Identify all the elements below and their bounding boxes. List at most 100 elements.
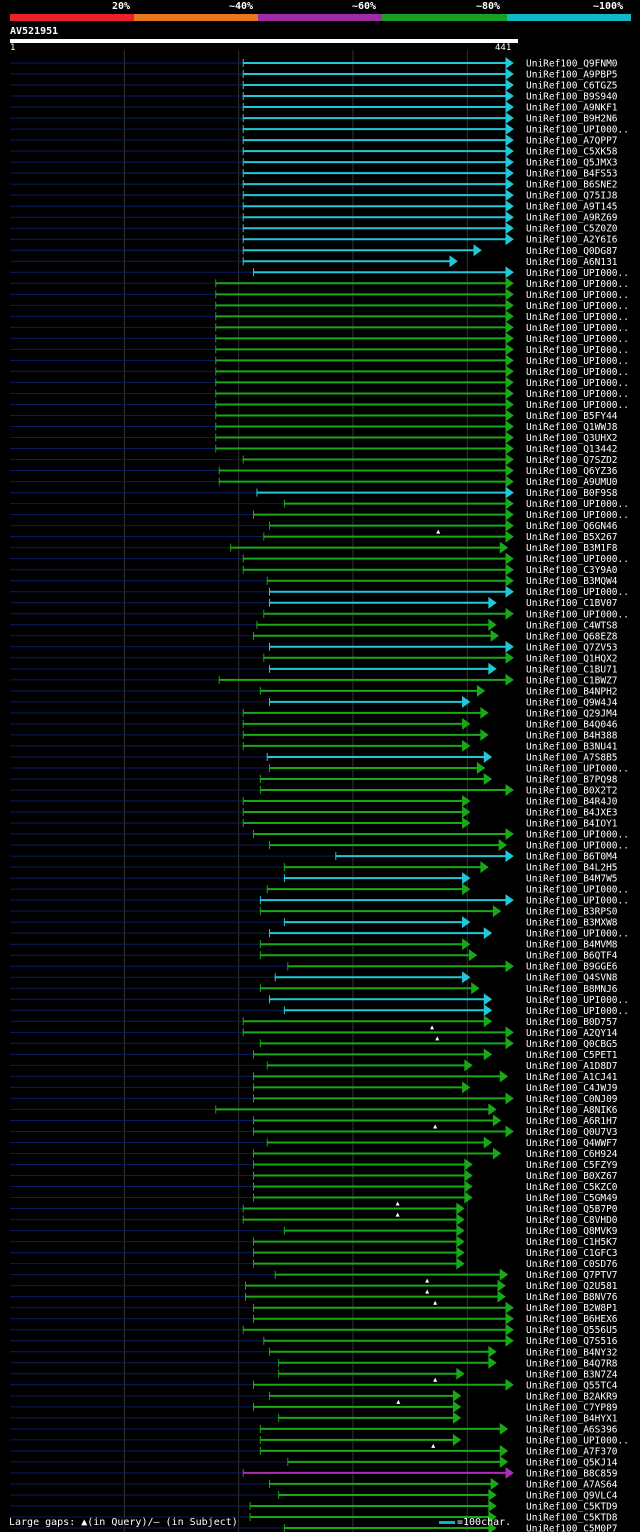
hit-label: UniRef100_UPI000.. xyxy=(526,345,629,356)
hit-arrowhead xyxy=(462,883,471,896)
hit-label: UniRef100_B4FS53 xyxy=(526,169,618,180)
hit-label: UniRef100_C0SD76 xyxy=(526,1259,618,1270)
footer-scale-text: =100char. xyxy=(457,1517,512,1528)
hit-label: UniRef100_A9RZ69 xyxy=(526,213,618,224)
hit-arrowhead xyxy=(505,365,514,378)
hit-arrowhead xyxy=(480,861,489,874)
hit-arrowhead xyxy=(462,971,471,984)
hit-arrowhead xyxy=(488,1499,497,1512)
hit-arrowhead xyxy=(456,1224,465,1237)
hit-arrowhead xyxy=(480,728,489,741)
hit-arrowhead xyxy=(505,1466,514,1479)
hit-arrowhead xyxy=(505,960,514,973)
hit-arrowhead xyxy=(505,200,514,213)
query-gap-marker xyxy=(395,1212,400,1217)
hit-label: UniRef100_B4NPH2 xyxy=(526,686,618,697)
hit-label: UniRef100_C4JWJ9 xyxy=(526,1083,618,1094)
hit-label: UniRef100_A9NKF1 xyxy=(526,103,618,114)
hit-label: UniRef100_B0X2T2 xyxy=(526,785,618,796)
hit-arrowhead xyxy=(505,1026,514,1039)
hit-label: UniRef100_C5KTD8 xyxy=(526,1512,618,1523)
hit-arrowhead xyxy=(505,409,514,422)
hit-arrowhead xyxy=(483,1004,493,1017)
hit-label: UniRef100_Q556U5 xyxy=(526,1325,618,1336)
hit-arrowhead xyxy=(488,1488,497,1501)
hit-label: UniRef100_A8NIK6 xyxy=(526,1105,618,1116)
hit-label: UniRef100_Q9VLC4 xyxy=(526,1490,618,1501)
hit-arrowhead xyxy=(499,1070,509,1083)
hit-label: UniRef100_UPI000.. xyxy=(526,301,629,312)
hit-label: UniRef100_B4H388 xyxy=(526,730,618,741)
hit-arrowhead xyxy=(488,1103,497,1116)
hit-label: UniRef100_B3NU41 xyxy=(526,741,618,752)
hit-label: UniRef100_C7YP89 xyxy=(526,1402,618,1413)
hit-arrowhead xyxy=(462,916,471,929)
hit-arrowhead xyxy=(505,453,514,466)
hit-arrowhead xyxy=(505,486,514,499)
hit-arrowhead xyxy=(505,1125,514,1138)
hit-arrowhead xyxy=(505,134,514,147)
hit-arrowhead xyxy=(505,607,514,620)
hit-label: UniRef100_A1D8D7 xyxy=(526,1061,618,1072)
hit-label: UniRef100_Q68EZ8 xyxy=(526,631,618,642)
hit-label: UniRef100_Q9FNM0 xyxy=(526,59,618,70)
query-title: AV521951 xyxy=(10,26,59,37)
hit-arrowhead xyxy=(488,618,497,631)
hit-arrowhead xyxy=(505,784,514,796)
query-gap-marker xyxy=(433,1300,438,1305)
hit-arrowhead xyxy=(505,156,514,169)
hit-label: UniRef100_Q4SVN8 xyxy=(526,973,618,984)
hit-label: UniRef100_UPI000.. xyxy=(526,1435,629,1446)
hit-label: UniRef100_UPI000.. xyxy=(526,367,629,378)
hit-arrowhead xyxy=(462,938,471,951)
color-seg-red xyxy=(10,14,134,21)
query-gap-marker xyxy=(425,1289,430,1294)
hit-arrowhead xyxy=(505,497,514,510)
hit-arrowhead xyxy=(505,1092,514,1105)
query-gap-marker xyxy=(430,1025,435,1030)
hit-label: UniRef100_A7QPP7 xyxy=(526,136,618,147)
hit-arrowhead xyxy=(505,1323,514,1336)
hit-arrowhead xyxy=(505,299,514,312)
hit-arrowhead xyxy=(483,927,493,940)
hit-label: UniRef100_B6T0M4 xyxy=(526,852,618,863)
color-seg-cyan xyxy=(507,14,631,21)
hit-arrowhead xyxy=(505,376,514,389)
hit-arrowhead xyxy=(452,1411,462,1424)
hit-arrowhead xyxy=(483,993,493,1006)
hit-arrowhead xyxy=(490,1477,499,1490)
hit-label: UniRef100_C6H924 xyxy=(526,1149,618,1160)
hit-arrowhead xyxy=(505,552,514,565)
hit-arrowhead xyxy=(505,211,514,224)
hit-arrowhead xyxy=(488,662,497,675)
ruler-start: 1 xyxy=(10,43,16,53)
identity-scale-labels: 20% ~40% ~60% ~80% ~100% xyxy=(0,0,640,14)
hit-arrowhead xyxy=(490,629,499,642)
hit-label: UniRef100_Q55TC4 xyxy=(526,1380,618,1391)
hit-label: UniRef100_Q7S516 xyxy=(526,1336,618,1347)
hit-label: UniRef100_UPI000.. xyxy=(526,885,629,896)
hit-label: UniRef100_UPI000.. xyxy=(526,609,629,620)
hit-arrowhead xyxy=(483,750,493,763)
hit-label: UniRef100_A2Y6I6 xyxy=(526,235,618,246)
hit-arrowhead xyxy=(499,1455,509,1468)
query-gap-marker xyxy=(433,1124,438,1129)
query-gap-marker xyxy=(395,1201,400,1206)
scale-swatch xyxy=(439,1520,455,1524)
hit-label: UniRef100_C5M0P7 xyxy=(526,1523,618,1532)
hit-label: UniRef100_UPI000.. xyxy=(526,125,629,136)
hit-arrowhead xyxy=(498,839,508,852)
hit-arrowhead xyxy=(505,90,514,103)
ruler-end: 441 xyxy=(495,43,512,53)
hit-arrowhead xyxy=(499,541,509,554)
hit-label: UniRef100_UPI000.. xyxy=(526,896,629,907)
hit-label: UniRef100_C8VHD0 xyxy=(526,1215,618,1226)
hit-label: UniRef100_B4MVM8 xyxy=(526,940,618,951)
hit-arrowhead xyxy=(505,1378,514,1391)
hit-label: UniRef100_B4R4J0 xyxy=(526,797,618,808)
hit-label: UniRef100_B5FY44 xyxy=(526,411,618,422)
hit-label: UniRef100_B9GGE6 xyxy=(526,962,618,973)
hit-label: UniRef100_C5Z0Z0 xyxy=(526,224,618,235)
hit-arrowhead xyxy=(497,1279,506,1292)
